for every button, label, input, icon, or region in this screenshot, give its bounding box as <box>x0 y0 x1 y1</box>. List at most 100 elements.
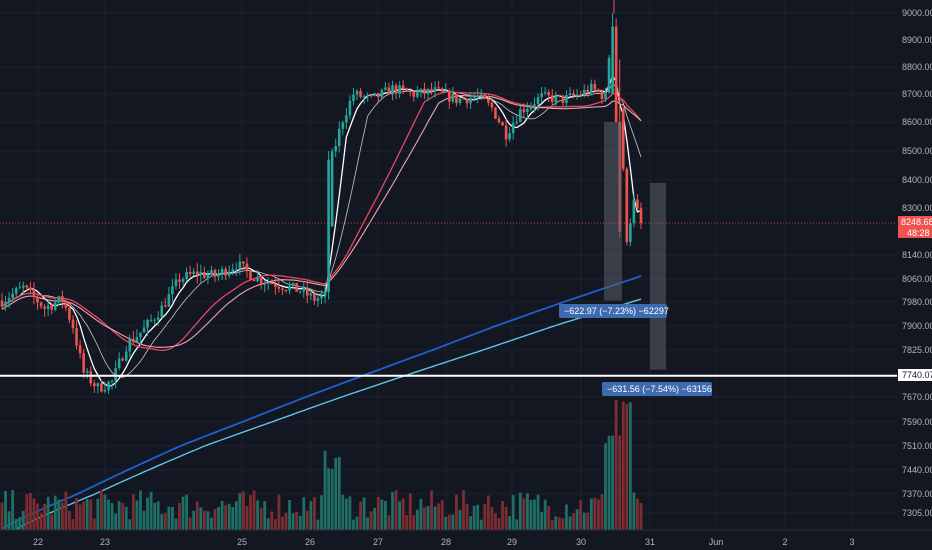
measure-label-2[interactable]: −631.56 (−7.54%) −63156 <box>602 382 712 396</box>
candle-body <box>302 287 306 292</box>
price-tick-label: 8400.00 <box>902 175 932 185</box>
measure-label-2-text: −631.56 (−7.54%) −63156 <box>607 384 712 394</box>
volume-bar <box>497 517 501 530</box>
volume-bar <box>636 498 639 530</box>
volume-bar <box>373 507 377 530</box>
price-tick-label: 9000.00 <box>902 8 932 18</box>
candle-body <box>597 89 600 92</box>
candle-body <box>519 109 522 122</box>
volume-bar <box>238 493 242 530</box>
candle-body <box>291 282 295 286</box>
volume-bar <box>220 500 224 530</box>
candle-body <box>192 271 195 274</box>
candle-body <box>614 26 618 122</box>
candle-body <box>217 273 220 277</box>
candle-body <box>227 271 231 276</box>
candle-body <box>100 383 103 392</box>
volume-bar <box>504 506 508 530</box>
candle-body <box>341 122 345 129</box>
measure-boxes[interactable] <box>604 122 666 370</box>
price-axis-panel[interactable] <box>897 0 932 530</box>
candle-body <box>575 94 579 96</box>
price-axis[interactable]: 7305.00 7370.00 7440.00 7510.00 7590.00 7670.… <box>902 8 932 518</box>
price-tick-label: 8600.00 <box>902 117 932 127</box>
time-axis-panel[interactable] <box>0 530 932 550</box>
volume-bar <box>234 501 238 530</box>
volume-bar <box>199 507 203 530</box>
candle-body <box>178 279 181 282</box>
volume-bar <box>597 499 600 530</box>
volume-bar <box>341 494 345 530</box>
volume-bar <box>68 510 71 530</box>
volume-bar <box>156 501 160 530</box>
volume-bar <box>14 518 18 530</box>
volume-bar <box>85 499 89 530</box>
volume-bar <box>334 458 338 530</box>
candle-body <box>0 300 4 307</box>
candle-body <box>78 345 82 354</box>
volume-bar <box>185 494 188 530</box>
time-tick-label: 30 <box>576 537 586 547</box>
candle-body <box>284 290 288 292</box>
candle-body <box>274 284 277 287</box>
candle-body <box>632 199 636 224</box>
candle-body <box>195 271 199 276</box>
price-tick-label: 7510.00 <box>902 441 932 451</box>
time-tick-label: 25 <box>237 537 247 547</box>
candle-body <box>14 288 18 294</box>
candle-body <box>504 125 508 140</box>
volume-bar <box>273 519 277 530</box>
candle-body <box>298 291 302 293</box>
candle-body <box>394 85 398 94</box>
volume-bar <box>263 501 267 530</box>
volume-bar <box>202 510 206 530</box>
candle-body <box>89 371 93 384</box>
volume-bar <box>210 517 213 530</box>
volume-bar <box>277 494 281 530</box>
time-tick-label: 28 <box>441 537 451 547</box>
volume-bar <box>447 514 451 530</box>
candle-body <box>156 317 160 320</box>
price-tick-label: 8900.00 <box>902 35 932 45</box>
candle-body <box>401 85 405 89</box>
volume-bar <box>455 494 458 530</box>
candle-body <box>636 199 639 209</box>
price-tick-label: 7305.00 <box>902 508 932 518</box>
volume-bar <box>611 435 614 530</box>
candle-body <box>46 305 50 309</box>
candle-body <box>543 92 547 94</box>
candle-body <box>511 123 515 134</box>
volume-bar <box>362 497 366 530</box>
candle-body <box>82 353 85 373</box>
candle-body <box>238 261 242 270</box>
candle-body <box>522 109 526 113</box>
candle-body <box>369 94 373 96</box>
candle-body <box>540 93 543 98</box>
time-tick-label: 22 <box>33 537 43 547</box>
candle-body <box>266 282 270 284</box>
volume-bar <box>256 500 259 530</box>
time-axis[interactable]: 22 23 25 26 27 28 29 30 31 Jun 2 3 <box>33 537 855 547</box>
candle-body <box>430 88 433 92</box>
candle-body <box>313 293 316 301</box>
candle-body <box>7 298 11 302</box>
volume-bar <box>149 491 153 530</box>
volume-bar <box>494 513 497 530</box>
measure-label-1[interactable]: −622.97 (−7.23%) −62297 <box>559 304 669 318</box>
price-tick-label: 8700.00 <box>902 89 932 99</box>
price-tick-label: 8800.00 <box>902 62 932 72</box>
candle-body <box>295 282 298 292</box>
volume-bar <box>369 511 373 530</box>
candle-body <box>320 295 323 299</box>
candle-body <box>582 90 586 96</box>
time-tick-label: 2 <box>782 537 787 547</box>
candle-body <box>181 279 185 282</box>
candle-body <box>416 92 419 97</box>
candle-body <box>327 159 330 292</box>
measure-box-2 <box>650 182 666 370</box>
volume-bar <box>295 511 299 530</box>
volume-bar <box>103 494 107 530</box>
time-tick-label: 31 <box>645 537 655 547</box>
